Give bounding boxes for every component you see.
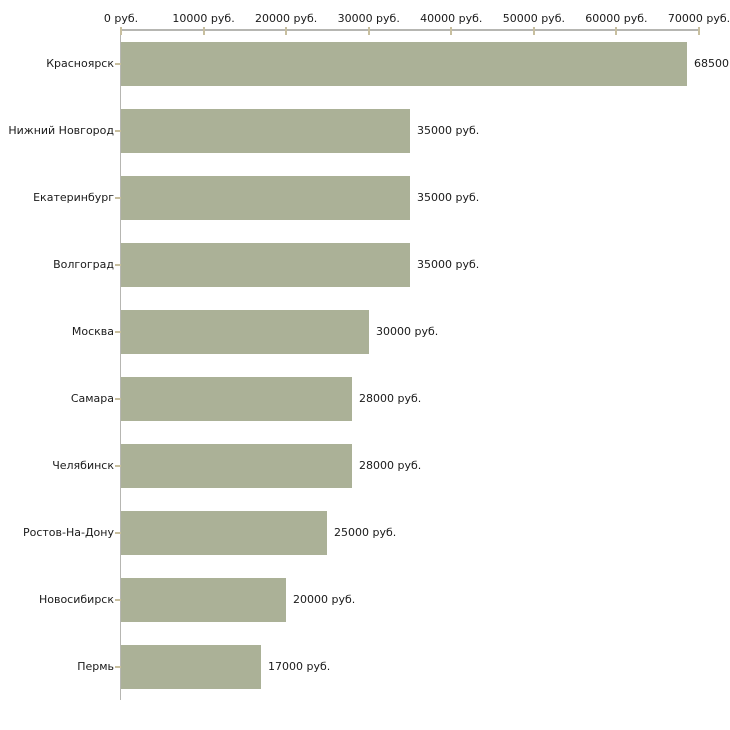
- x-tick-label: 30000 руб.: [337, 12, 400, 25]
- value-label: 25000 руб.: [334, 526, 397, 539]
- bar-row: Екатеринбург 35000 руб.: [0, 164, 730, 231]
- y-tick-mark: [115, 330, 121, 333]
- y-axis-line: [120, 30, 121, 700]
- bar: [121, 41, 687, 86]
- value-label: 35000 руб.: [417, 258, 480, 271]
- value-label: 30000 руб.: [376, 325, 439, 338]
- x-tick-label: 60000 руб.: [585, 12, 648, 25]
- category-label: Волгоград: [53, 258, 114, 271]
- y-tick-mark: [115, 598, 121, 601]
- bar-row: Волгоград 35000 руб.: [0, 231, 730, 298]
- x-tick-mark: [285, 27, 288, 35]
- value-label: 17000 руб.: [268, 660, 331, 673]
- y-tick-mark: [115, 397, 121, 400]
- x-tick-label: 0 руб.: [103, 12, 139, 25]
- x-tick-mark: [367, 27, 370, 35]
- y-tick-mark: [115, 129, 121, 132]
- x-tick-mark: [698, 27, 700, 35]
- bar: [121, 510, 327, 555]
- y-tick-mark: [115, 531, 121, 534]
- category-label: Красноярск: [46, 57, 114, 70]
- bar: [121, 644, 261, 689]
- category-label: Челябинск: [52, 459, 114, 472]
- value-label: 20000 руб.: [293, 593, 356, 606]
- value-label: 28000 руб.: [359, 459, 422, 472]
- bar-row: Красноярск 68500: [0, 30, 730, 97]
- category-label: Пермь: [77, 660, 114, 673]
- x-axis-line: [121, 29, 699, 31]
- value-label: 28000 руб.: [359, 392, 422, 405]
- category-label: Нижний Новгород: [8, 124, 114, 137]
- bar: [121, 108, 410, 153]
- bar-row: Москва 30000 руб.: [0, 298, 730, 365]
- y-tick-mark: [115, 464, 121, 467]
- y-tick-mark: [115, 665, 121, 668]
- bar: [121, 242, 410, 287]
- x-tick-label: 10000 руб.: [172, 12, 235, 25]
- bar-row: Челябинск 28000 руб.: [0, 432, 730, 499]
- value-label: 35000 руб.: [417, 124, 480, 137]
- category-label: Москва: [71, 325, 114, 338]
- bar-row: Пермь 17000 руб.: [0, 633, 730, 700]
- bar-row: Новосибирск 20000 руб.: [0, 566, 730, 633]
- bar: [121, 376, 352, 421]
- category-label: Ростов-На-Дону: [22, 526, 114, 539]
- x-tick-mark: [202, 27, 205, 35]
- x-tick-label: 20000 руб.: [255, 12, 318, 25]
- value-label: 35000 руб.: [417, 191, 480, 204]
- y-tick-mark: [115, 196, 121, 199]
- x-tick-mark: [532, 27, 535, 35]
- bar: [121, 577, 286, 622]
- x-tick-label: 70000 руб.: [667, 12, 730, 25]
- category-label: Самара: [70, 392, 114, 405]
- value-label: 68500: [694, 57, 729, 70]
- x-tick-mark: [120, 27, 122, 35]
- x-tick-mark: [615, 27, 618, 35]
- x-tick-label: 40000 руб.: [420, 12, 483, 25]
- x-tick-label: 50000 руб.: [502, 12, 565, 25]
- y-tick-mark: [115, 263, 121, 266]
- bar-row: Самара 28000 руб.: [0, 365, 730, 432]
- bar-row: Ростов-На-Дону 25000 руб.: [0, 499, 730, 566]
- bar-row: Нижний Новгород 35000 руб.: [0, 97, 730, 164]
- x-tick-mark: [450, 27, 453, 35]
- category-label: Екатеринбург: [33, 191, 114, 204]
- bar: [121, 175, 410, 220]
- bar: [121, 443, 352, 488]
- bar: [121, 309, 369, 354]
- y-tick-mark: [115, 62, 121, 65]
- category-label: Новосибирск: [38, 593, 114, 606]
